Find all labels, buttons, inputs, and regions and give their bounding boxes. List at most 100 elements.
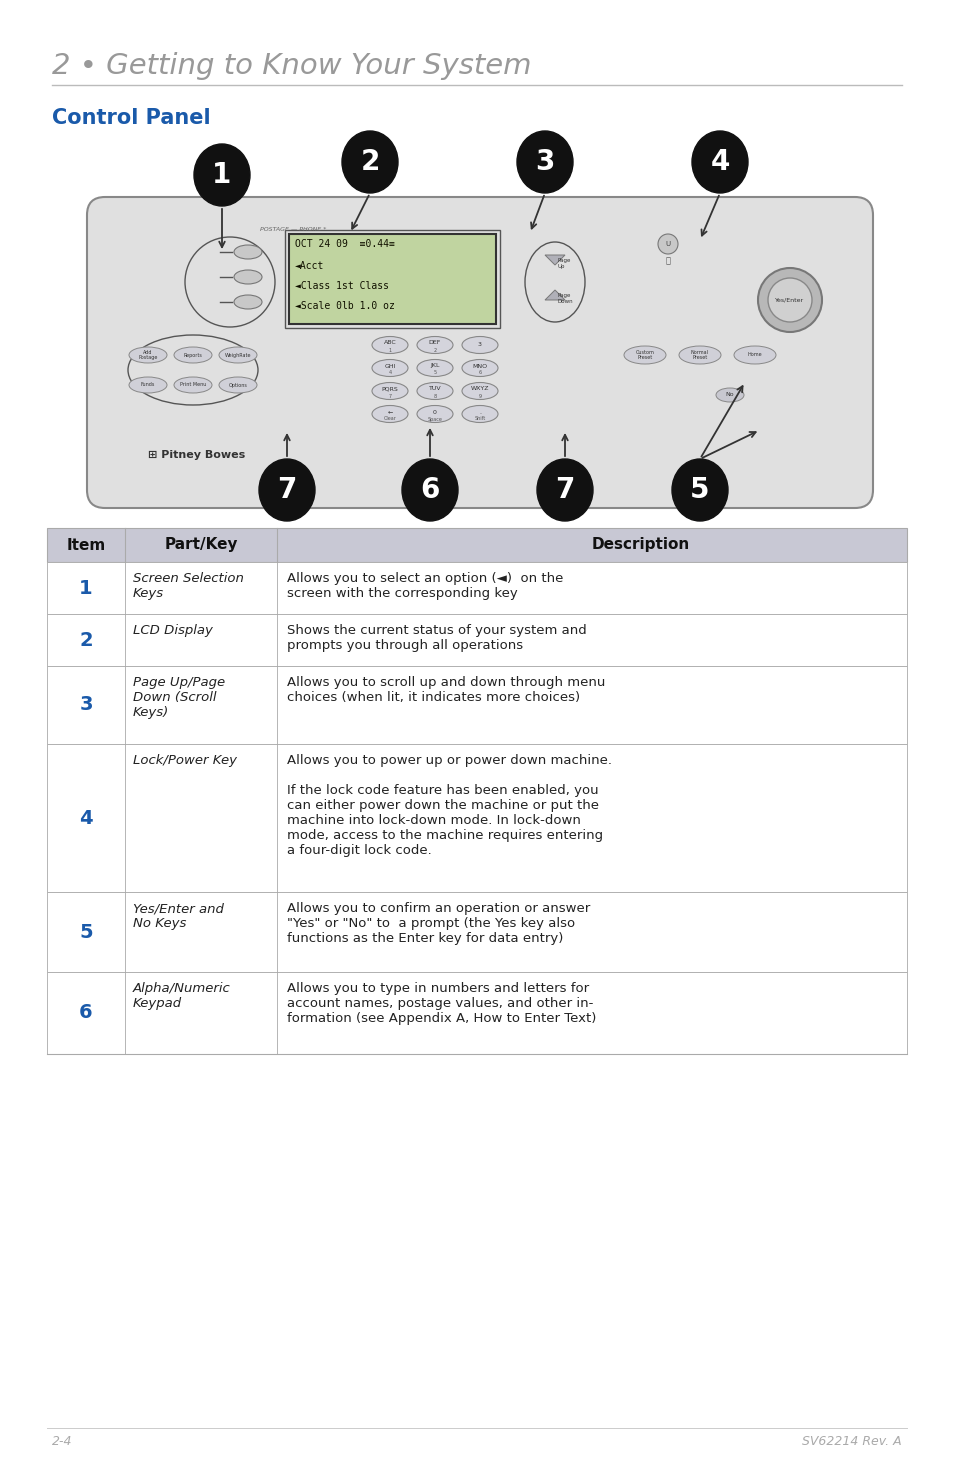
Text: Space: Space xyxy=(427,416,442,422)
Text: 0: 0 xyxy=(433,410,436,414)
Text: WXYZ: WXYZ xyxy=(470,386,489,391)
Text: 4: 4 xyxy=(388,370,391,376)
Ellipse shape xyxy=(372,406,408,422)
Text: .: . xyxy=(478,410,480,414)
Text: Allows you to power up or power down machine.

If the lock code feature has been: Allows you to power up or power down mac… xyxy=(287,754,612,857)
Text: Shows the current status of your system and
prompts you through all operations: Shows the current status of your system … xyxy=(287,624,586,652)
Text: Allows you to select an option (◄)  on the
screen with the corresponding key: Allows you to select an option (◄) on th… xyxy=(287,572,563,600)
Ellipse shape xyxy=(173,378,212,392)
Text: Allows you to confirm an operation or answer
"Yes" or "No" to  a prompt (the Yes: Allows you to confirm an operation or an… xyxy=(287,903,590,945)
Circle shape xyxy=(758,268,821,332)
Text: No: No xyxy=(725,392,734,397)
Ellipse shape xyxy=(716,388,743,403)
Text: 1: 1 xyxy=(388,348,391,353)
Ellipse shape xyxy=(258,459,314,521)
Text: 4: 4 xyxy=(710,148,729,176)
Text: 2: 2 xyxy=(433,348,436,353)
FancyBboxPatch shape xyxy=(87,198,872,507)
Text: Control Panel: Control Panel xyxy=(52,108,211,128)
Ellipse shape xyxy=(233,295,262,308)
Ellipse shape xyxy=(461,360,497,376)
Text: 3: 3 xyxy=(477,342,481,348)
Text: 6: 6 xyxy=(478,370,481,376)
Ellipse shape xyxy=(691,131,747,193)
Ellipse shape xyxy=(416,382,453,400)
Text: Options: Options xyxy=(229,382,247,388)
Text: 2: 2 xyxy=(79,630,92,649)
FancyBboxPatch shape xyxy=(47,892,906,972)
Text: ◄Scale 0lb 1.0 oz: ◄Scale 0lb 1.0 oz xyxy=(294,301,395,311)
Circle shape xyxy=(658,235,678,254)
Text: Allows you to type in numbers and letters for
account names, postage values, and: Allows you to type in numbers and letter… xyxy=(287,982,596,1025)
Text: Item: Item xyxy=(67,537,106,553)
Text: OCT 24 09  ≡0.44≡: OCT 24 09 ≡0.44≡ xyxy=(294,239,395,249)
Ellipse shape xyxy=(173,347,212,363)
Text: Part/Key: Part/Key xyxy=(164,537,237,553)
FancyBboxPatch shape xyxy=(47,972,906,1055)
Circle shape xyxy=(767,277,811,322)
Ellipse shape xyxy=(416,360,453,376)
Text: Page Up/Page
Down (Scroll
Keys): Page Up/Page Down (Scroll Keys) xyxy=(132,676,225,718)
Text: 6: 6 xyxy=(420,476,439,504)
Text: U: U xyxy=(665,240,670,246)
Text: Custom
Preset: Custom Preset xyxy=(635,350,654,360)
Text: TUV: TUV xyxy=(428,386,441,391)
Text: 3: 3 xyxy=(79,696,92,714)
Ellipse shape xyxy=(671,459,727,521)
Text: 6: 6 xyxy=(79,1003,92,1022)
Text: Alpha/Numeric
Keypad: Alpha/Numeric Keypad xyxy=(132,982,231,1010)
Text: 7: 7 xyxy=(388,394,391,398)
Ellipse shape xyxy=(401,459,457,521)
Text: 2: 2 xyxy=(360,148,379,176)
Text: 1: 1 xyxy=(79,578,92,597)
Text: SV62214 Rev. A: SV62214 Rev. A xyxy=(801,1435,901,1448)
Text: MNO: MNO xyxy=(472,363,487,369)
Text: ◄Acct: ◄Acct xyxy=(294,261,324,271)
Text: GHI: GHI xyxy=(384,363,395,369)
Ellipse shape xyxy=(517,131,573,193)
FancyBboxPatch shape xyxy=(47,667,906,743)
Text: ⊞ Pitney Bowes: ⊞ Pitney Bowes xyxy=(148,450,245,460)
Text: 1: 1 xyxy=(213,161,232,189)
Text: PQRS: PQRS xyxy=(381,386,398,391)
Ellipse shape xyxy=(416,336,453,354)
FancyBboxPatch shape xyxy=(47,743,906,892)
Text: ABC: ABC xyxy=(383,341,395,345)
Ellipse shape xyxy=(129,347,167,363)
Ellipse shape xyxy=(193,145,250,207)
Text: DEF: DEF xyxy=(428,341,440,345)
Ellipse shape xyxy=(461,406,497,422)
Ellipse shape xyxy=(416,406,453,422)
Text: POSTAGE — PHONE *: POSTAGE — PHONE * xyxy=(260,227,326,232)
FancyBboxPatch shape xyxy=(47,614,906,667)
Text: Normal
Preset: Normal Preset xyxy=(690,350,708,360)
Text: 2-4: 2-4 xyxy=(52,1435,72,1448)
Text: Page
Up: Page Up xyxy=(558,258,571,268)
Ellipse shape xyxy=(129,378,167,392)
Ellipse shape xyxy=(623,347,665,364)
Text: Page
Down: Page Down xyxy=(558,294,573,304)
FancyBboxPatch shape xyxy=(47,562,906,614)
Text: Screen Selection
Keys: Screen Selection Keys xyxy=(132,572,244,600)
Text: Home: Home xyxy=(747,353,761,357)
Text: 2 • Getting to Know Your System: 2 • Getting to Know Your System xyxy=(52,52,531,80)
Text: Print Menu: Print Menu xyxy=(179,382,206,388)
Text: 8: 8 xyxy=(433,394,436,398)
Text: Lock/Power Key: Lock/Power Key xyxy=(132,754,236,767)
Text: JKL: JKL xyxy=(430,363,439,369)
FancyBboxPatch shape xyxy=(47,528,906,562)
Ellipse shape xyxy=(733,347,775,364)
Polygon shape xyxy=(544,291,564,299)
Text: Funds: Funds xyxy=(141,382,155,388)
Text: Allows you to scroll up and down through menu
choices (when lit, it indicates mo: Allows you to scroll up and down through… xyxy=(287,676,605,704)
Ellipse shape xyxy=(537,459,593,521)
Text: LCD Display: LCD Display xyxy=(132,624,213,637)
Text: 5: 5 xyxy=(690,476,709,504)
Text: 5: 5 xyxy=(79,922,92,941)
Text: Yes/Enter and
No Keys: Yes/Enter and No Keys xyxy=(132,903,224,931)
Text: Description: Description xyxy=(592,537,690,553)
Text: Add
Postage: Add Postage xyxy=(138,350,157,360)
Ellipse shape xyxy=(219,378,256,392)
Ellipse shape xyxy=(372,382,408,400)
Text: 🔒: 🔒 xyxy=(665,257,670,266)
